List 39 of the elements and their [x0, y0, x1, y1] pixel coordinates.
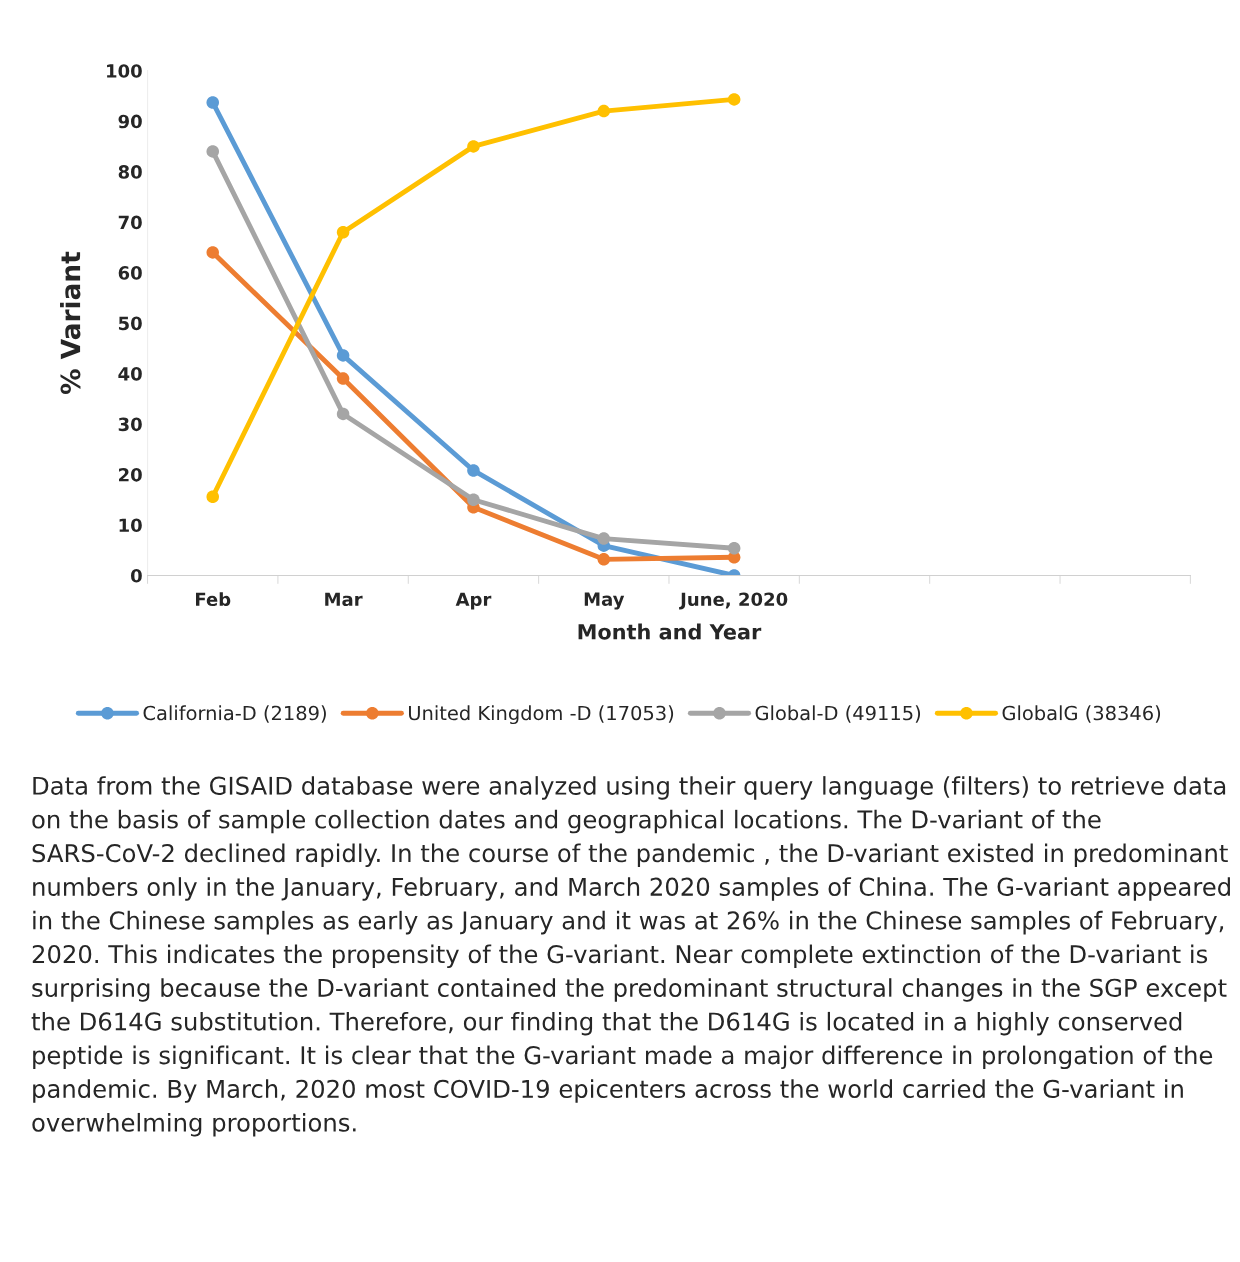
point — [467, 464, 480, 477]
x-tick-label: Feb — [196, 592, 231, 607]
y-tick-label: 60 — [118, 266, 142, 280]
point — [467, 140, 480, 153]
y-tick-label: 50 — [118, 316, 142, 331]
point — [206, 96, 219, 109]
point — [597, 532, 611, 545]
text: Data from the GISAID database were analyzed using their query language (filters) to retrieve data on the basis of sample collection dates and geographical locations. The D-variant of the SARS-CoV-2 declined rapidly. In the course of the pandemic , the D-variant existed in predominant numbers only in the January, February, and March 2020 samples of China. The G-variant appeared in the Chinese samples as early as January and it was at 26% in the Chinese samples of February, 2020. This indicates the propensity of the G-variant. Near complete extinction of the D-variant is surprising because the D-variant contained the predominant structural changes in the SGP except the D614G substitution. Therefore, our finding that the D614G is located in a highly conserved peptide is significant. It is clear that the G-variant made a major difference in prolongation of the pandemic. By March, 2020 most COVID-19 epicenters across the world carried the G-variant in overwhelming proportions. — [31, 776, 1230, 1137]
y-tick-label: 20 — [119, 467, 142, 482]
point — [336, 225, 350, 239]
point — [336, 372, 350, 385]
legend-label: GlobalG (38346) — [1002, 705, 1161, 723]
point — [597, 553, 611, 566]
y-tick-label: 80 — [118, 165, 142, 179]
point — [727, 93, 741, 106]
y-tick-label: 40 — [118, 367, 142, 381]
y-tick-label: 10 — [119, 518, 142, 533]
point — [727, 541, 741, 555]
legend-label: California-D (2189) — [143, 705, 326, 723]
x-tick-label: Apr — [455, 592, 492, 610]
point — [467, 493, 480, 506]
y-tick-label: 0 — [131, 568, 142, 583]
y-tick-label: 70 — [118, 215, 142, 230]
legend-label: United Kingdom -D (17053) — [409, 705, 674, 725]
y-tick-label: 90 — [118, 114, 142, 129]
y-tick-label: 30 — [118, 417, 142, 432]
x-axis-title: Month and Year — [578, 623, 762, 640]
point — [206, 145, 219, 158]
legend-label: Global-D (49115) — [755, 705, 921, 723]
point — [336, 349, 350, 362]
y-axis-title: % Variant — [60, 251, 81, 395]
x-tick-label: May — [584, 592, 625, 610]
point — [597, 104, 611, 118]
point — [336, 407, 350, 421]
x-tick-label: June, 2020 — [679, 592, 788, 610]
x-tick-label: Mar — [325, 592, 363, 607]
point — [206, 246, 219, 259]
y-tick-label: 100 — [107, 64, 142, 78]
point — [206, 490, 219, 503]
